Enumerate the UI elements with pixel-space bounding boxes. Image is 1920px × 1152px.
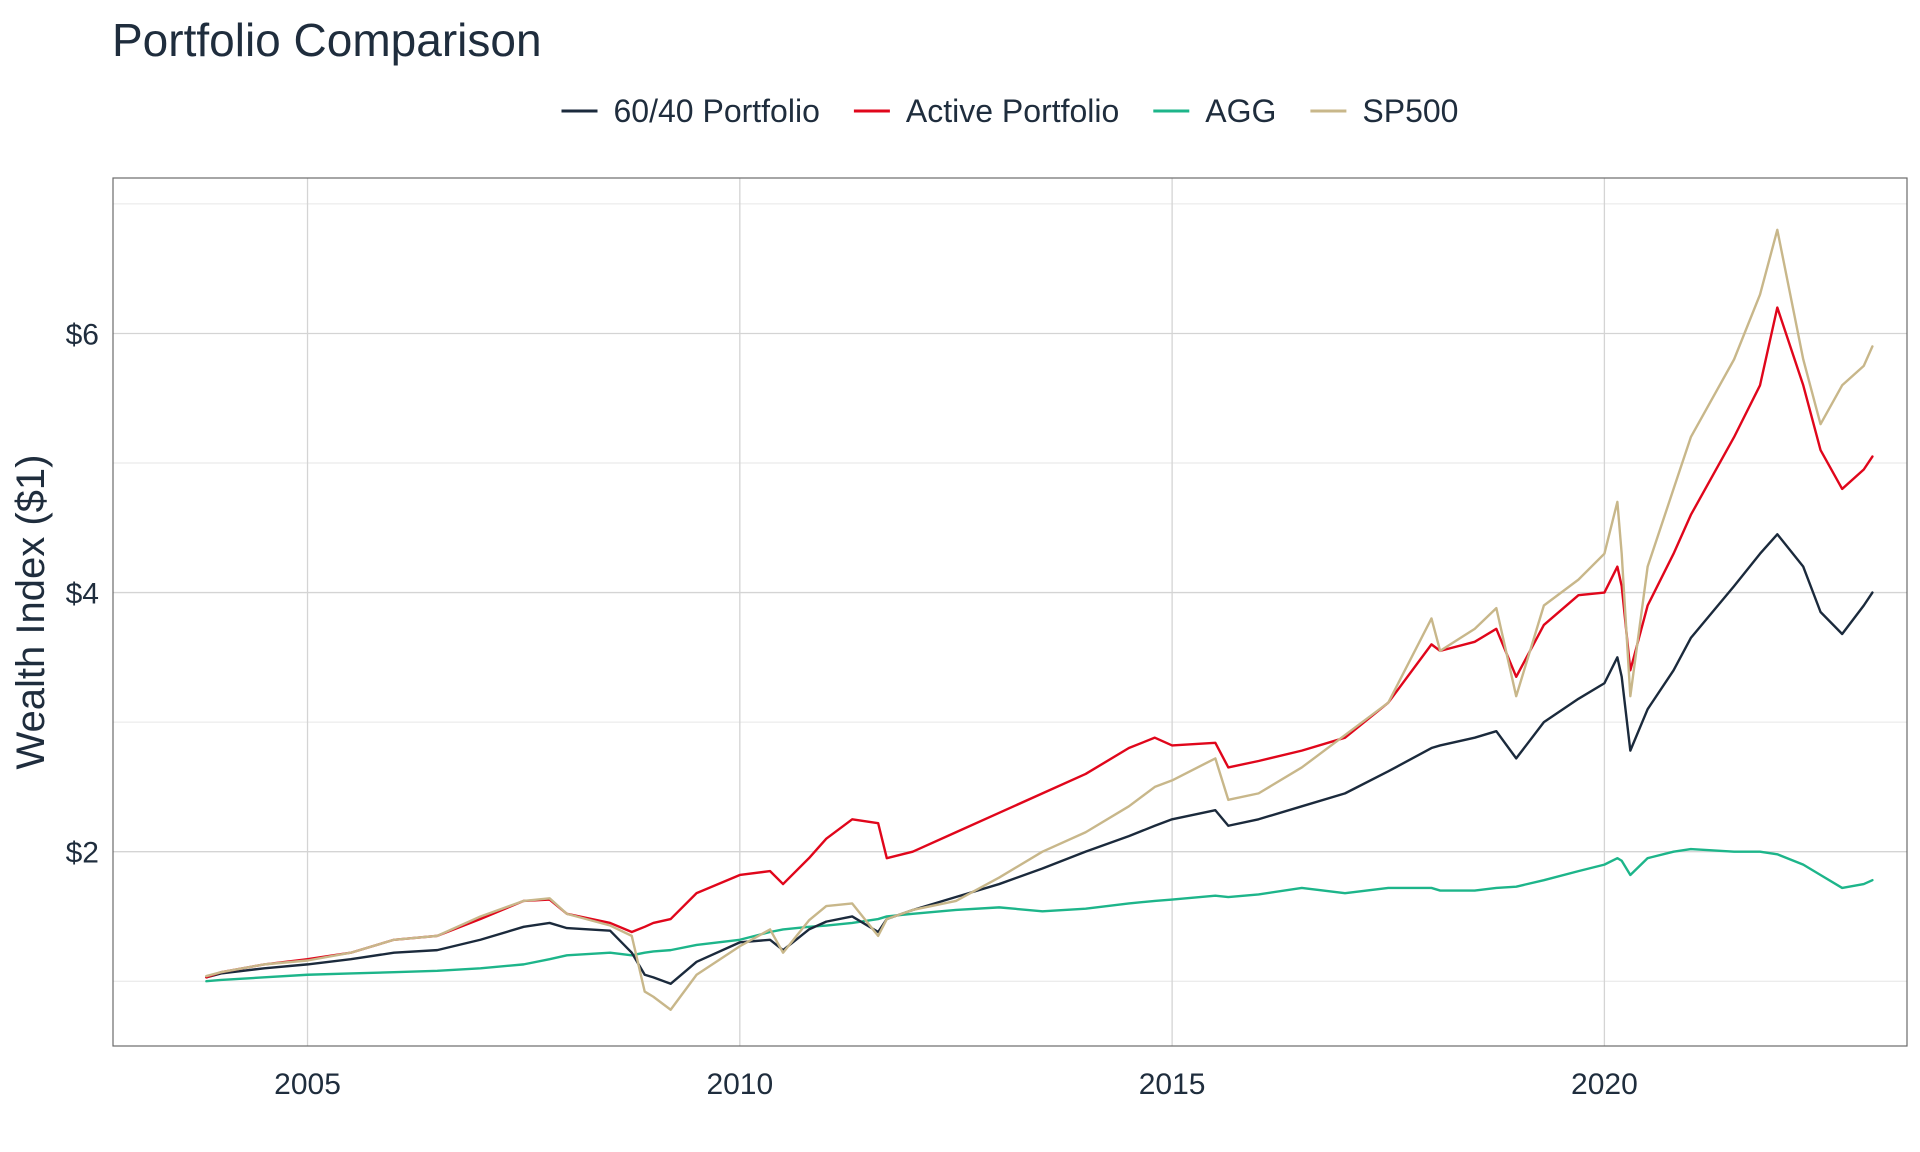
plot-series <box>205 228 1874 1011</box>
legend-label: SP500 <box>1362 93 1458 129</box>
y-tick-label: $2 <box>66 837 99 870</box>
legend-item-60-40-portfolio: 60/40 Portfolio <box>561 93 820 129</box>
legend-label: AGG <box>1205 93 1276 129</box>
y-axis-title: Wealth Index ($1) <box>9 455 53 770</box>
legend-item-agg: AGG <box>1153 93 1276 129</box>
legend-label: 60/40 Portfolio <box>614 93 820 129</box>
y-axis-ticks: $2 $4 $6 <box>66 318 99 869</box>
legend-item-sp500: SP500 <box>1310 93 1458 129</box>
plot-panel-border <box>112 177 1908 1047</box>
series-line-sp500 <box>205 228 1874 1011</box>
legend: 60/40 Portfolio Active Portfolio AGG SP500 <box>561 93 1458 129</box>
chart-title: Portfolio Comparison <box>112 14 542 66</box>
series-line-agg <box>205 847 1874 983</box>
legend-item-active-portfolio: Active Portfolio <box>853 93 1119 129</box>
x-axis-ticks: 2005 2010 2015 2020 <box>274 1068 1638 1101</box>
x-tick-label: 2015 <box>1139 1068 1206 1101</box>
series-line-60-40-portfolio <box>205 533 1874 986</box>
x-tick-label: 2005 <box>274 1068 341 1101</box>
gridlines <box>113 178 1907 1046</box>
legend-label: Active Portfolio <box>906 93 1119 129</box>
x-tick-label: 2010 <box>706 1068 773 1101</box>
y-tick-label: $4 <box>66 578 99 611</box>
x-tick-label: 2020 <box>1571 1068 1638 1101</box>
series-line-active-portfolio <box>205 306 1874 979</box>
y-tick-label: $6 <box>66 318 99 351</box>
